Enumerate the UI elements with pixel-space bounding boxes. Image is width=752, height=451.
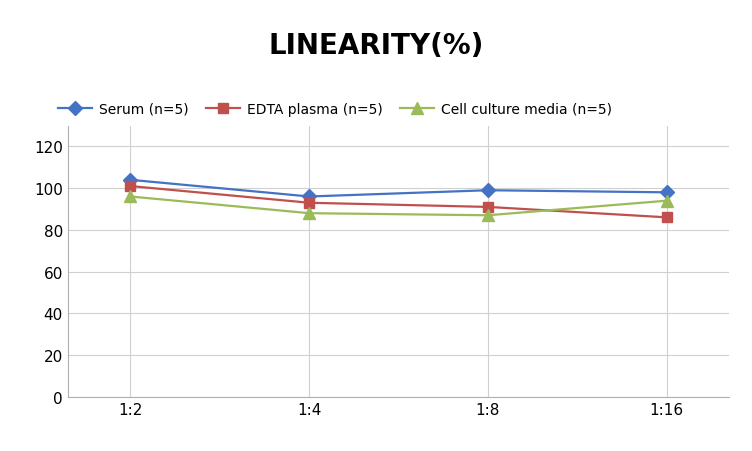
EDTA plasma (n=5)	[305, 201, 314, 206]
EDTA plasma (n=5)	[663, 215, 672, 221]
Cell culture media (n=5)	[126, 194, 135, 200]
Cell culture media (n=5)	[484, 213, 493, 218]
Legend: Serum (n=5), EDTA plasma (n=5), Cell culture media (n=5): Serum (n=5), EDTA plasma (n=5), Cell cul…	[52, 97, 618, 122]
Cell culture media (n=5)	[305, 211, 314, 216]
Serum (n=5)	[484, 188, 493, 193]
Text: LINEARITY(%): LINEARITY(%)	[268, 32, 484, 60]
EDTA plasma (n=5)	[126, 184, 135, 189]
EDTA plasma (n=5)	[484, 205, 493, 210]
Serum (n=5)	[126, 178, 135, 183]
Line: EDTA plasma (n=5): EDTA plasma (n=5)	[126, 182, 672, 223]
Line: Serum (n=5): Serum (n=5)	[126, 175, 672, 202]
Serum (n=5)	[663, 190, 672, 196]
Cell culture media (n=5)	[663, 198, 672, 204]
Line: Cell culture media (n=5): Cell culture media (n=5)	[125, 192, 672, 221]
Serum (n=5)	[305, 194, 314, 200]
